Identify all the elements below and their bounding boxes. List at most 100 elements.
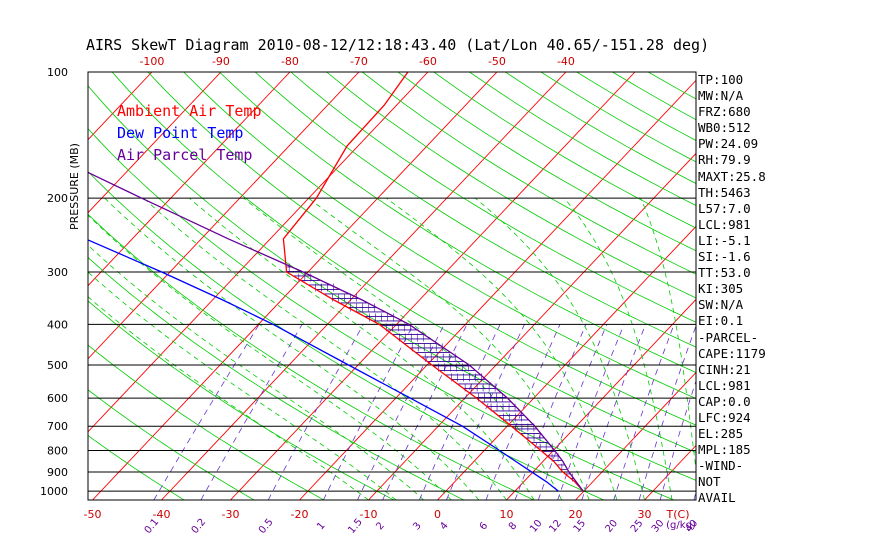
pressure-tick-label: 900 — [47, 466, 68, 479]
stability-index-item: -WIND- — [698, 458, 744, 474]
stability-index-item: NOT — [698, 474, 721, 490]
isotherm-line — [299, 79, 696, 500]
dry-adiabat-line — [362, 72, 696, 275]
bottom-temp-unit-label: T(C) — [666, 508, 690, 521]
mixing-ratio-line — [581, 324, 646, 500]
legend-dew-point-temp: Dew Point Temp — [117, 124, 244, 142]
pressure-tick-label: 200 — [47, 192, 68, 205]
mixing-ratio-line — [382, 324, 468, 500]
moist-adiabat-line — [143, 197, 507, 500]
stability-index-item: PW:24.09 — [698, 136, 759, 152]
stability-index-item: SW:N/A — [698, 297, 744, 313]
mixing-ratio-tick-label: 4 — [438, 520, 451, 532]
stability-index-item: AVAIL — [698, 490, 736, 506]
mixing-ratio-tick-label: 6 — [478, 520, 491, 532]
top-temp-tick-label: -50 — [488, 55, 506, 68]
stability-index-item: MPL:185 — [698, 442, 751, 458]
moist-adiabat-line — [243, 197, 563, 500]
moist-adiabat-line — [88, 244, 424, 500]
mixing-ratio-tick-label: 3 — [411, 520, 424, 532]
pressure-tick-label: 400 — [47, 318, 68, 331]
pressure-tick-label: 100 — [47, 66, 68, 79]
isotherm-line — [437, 225, 696, 500]
stability-index-item: SI:-1.6 — [698, 249, 751, 265]
dew-point-temp-line — [88, 239, 559, 492]
moist-adiabat-line — [475, 197, 645, 500]
mixing-ratio-line — [357, 324, 445, 500]
dry-adiabat-line — [88, 389, 255, 500]
moist-adiabat-line — [104, 197, 480, 500]
dry-adiabat-line — [111, 72, 696, 453]
dry-adiabat-line — [326, 72, 696, 299]
dry-adiabat-line — [88, 128, 675, 500]
stability-index-item: MAXT:25.8 — [698, 168, 766, 184]
mixing-ratio-line — [322, 324, 414, 500]
moist-adiabat-line — [308, 197, 590, 500]
pressure-tick-label: 500 — [47, 359, 68, 372]
chart-title: AIRS SkewT Diagram 2010-08-12/12:18:43.4… — [86, 36, 710, 54]
isotherm-line — [88, 72, 222, 214]
isotherm-line — [852, 72, 870, 500]
legend-air-parcel-temp: Air Parcel Temp — [117, 146, 253, 164]
mixing-ratio-line — [659, 379, 696, 500]
moist-adiabat-line — [564, 197, 673, 500]
mixing-ratio-line — [557, 324, 625, 500]
mixing-ratio-line — [613, 324, 675, 500]
isotherm-line — [575, 371, 696, 500]
mixing-ratio-line — [638, 324, 696, 500]
stability-index-item: FRZ:680 — [698, 104, 751, 120]
mixing-ratio-tick-label: 30 — [650, 518, 667, 535]
mixing-ratio-line — [537, 324, 608, 500]
dry-adiabat-line — [254, 72, 696, 348]
mixing-ratio-line — [200, 324, 303, 500]
moist-adiabat-line — [88, 271, 397, 500]
isotherm-line — [88, 72, 360, 360]
mixing-ratio-line — [419, 324, 501, 500]
bottom-temp-tick-label: -40 — [153, 508, 171, 521]
top-temp-tick-label: -60 — [419, 55, 437, 68]
mixing-ratio-tick-label: 20 — [603, 518, 620, 535]
top-temp-tick-label: -70 — [350, 55, 368, 68]
air-parcel-temp-line — [88, 171, 584, 492]
isotherm-line — [506, 298, 696, 500]
stability-index-item: EI:0.1 — [698, 313, 744, 329]
stability-index-item: LCL:981 — [698, 377, 751, 393]
moist-adiabat-line — [386, 197, 618, 500]
isotherm-line — [88, 72, 429, 433]
isotherm-line — [88, 72, 291, 287]
dry-adiabat-line — [219, 72, 696, 373]
mixing-ratio-line — [267, 324, 364, 500]
bottom-temp-tick-label: 0 — [434, 508, 441, 521]
isotherm-line — [783, 72, 870, 500]
bottom-temp-tick-label: -30 — [222, 508, 240, 521]
bottom-temp-tick-label: -10 — [360, 508, 378, 521]
bottom-temp-tick-label: 20 — [569, 508, 583, 521]
dry-adiabat-line — [88, 85, 696, 481]
isotherm-line — [161, 72, 567, 500]
mixing-ratio-tick-label: 0.2 — [190, 517, 209, 536]
stability-index-item: -PARCEL- — [698, 329, 759, 345]
pressure-tick-label: 800 — [47, 445, 68, 458]
mixing-ratio-line — [446, 324, 525, 500]
bottom-temp-tick-label: 30 — [638, 508, 652, 521]
stability-index-item: MW:N/A — [698, 88, 744, 104]
dry-adiabat-line — [88, 344, 325, 500]
dry-adiabat-line — [183, 72, 696, 399]
mixing-ratio-line — [514, 324, 587, 500]
stability-index-item: TH:5463 — [698, 184, 751, 200]
pressure-tick-label: 600 — [47, 392, 68, 405]
bottom-temp-tick-label: 10 — [500, 508, 514, 521]
stability-index-item: CAP:0.0 — [698, 393, 751, 409]
dry-adiabat-line — [88, 170, 605, 500]
bottom-temp-tick-label: -50 — [84, 508, 102, 521]
plot-frame — [87, 71, 697, 501]
mixing-ratio-tick-label: 1 — [315, 520, 328, 532]
dry-adiabat-line — [88, 256, 465, 500]
moist-adiabat-line — [88, 296, 369, 500]
pressure-tick-label: 300 — [47, 266, 68, 279]
top-temp-tick-label: -80 — [281, 55, 299, 68]
isotherm-line — [230, 72, 636, 500]
stability-index-item: TP:100 — [698, 72, 744, 87]
top-temp-tick-label: -90 — [212, 55, 230, 68]
pressure-tick-label: 1000 — [40, 485, 68, 498]
